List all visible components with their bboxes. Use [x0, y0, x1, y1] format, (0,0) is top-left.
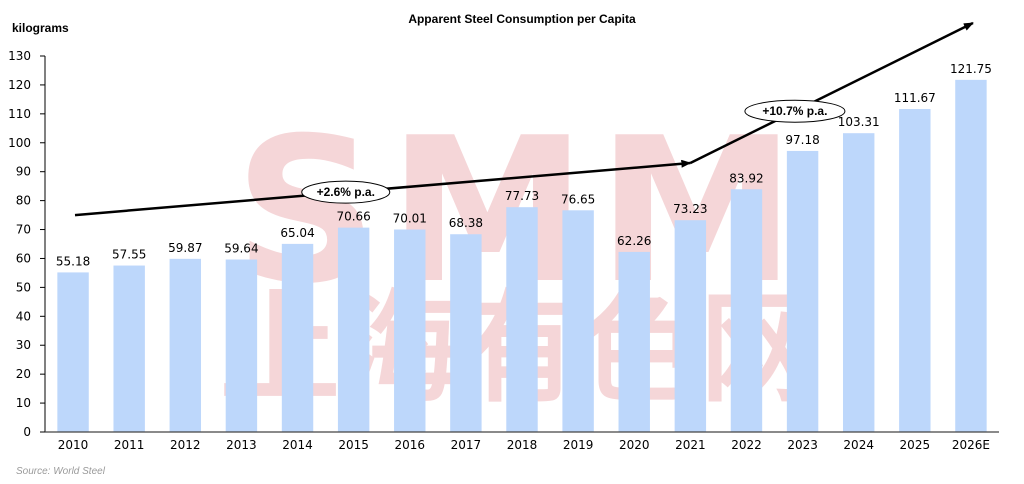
data-label-2015: 70.66	[336, 210, 370, 224]
data-labels: 55.18 57.55 59.87 59.64 65.04 70.66 70.01 68.38…	[56, 62, 992, 269]
data-label-2017: 68.38	[449, 216, 483, 230]
trend-badge-1	[301, 180, 391, 204]
data-label-2022: 83.92	[729, 171, 763, 185]
x-tick-2010: 2010	[58, 438, 89, 452]
bar-2025	[899, 109, 931, 433]
bar-2013	[225, 259, 258, 432]
data-label-2018: 77.73	[505, 189, 539, 203]
x-tick-2026E: 2026E	[952, 438, 990, 452]
trend-arrows: +2.6% p.a. +10.7% p.a.	[74, 21, 974, 217]
data-label-2013: 59.64	[224, 242, 258, 256]
y-tick-30: 30	[16, 338, 31, 352]
tick-labels: 2010 2011 2012 2013 2014 2015 2016 2017 2018 2019…	[8, 49, 990, 452]
x-tick-2022: 2022	[731, 438, 762, 452]
x-tick-2012: 2012	[170, 438, 201, 452]
axes	[40, 55, 999, 433]
x-tick-2025: 2025	[900, 438, 931, 452]
y-tick-40: 40	[16, 309, 31, 323]
bar-2023	[786, 150, 819, 432]
x-tick-2020: 2020	[619, 438, 650, 452]
bar-2021	[674, 220, 707, 432]
data-label-2025: 111.67	[894, 91, 936, 105]
data-label-2011: 57.55	[112, 248, 146, 262]
data-label-2010: 55.18	[56, 254, 90, 268]
x-tick-2021: 2021	[675, 438, 706, 452]
y-tick-70: 70	[16, 223, 31, 237]
y-tick-110: 110	[8, 107, 31, 121]
trend-badge-2	[744, 99, 846, 123]
trend-arrow-2	[689, 21, 974, 165]
bars	[57, 79, 987, 433]
data-label-2016: 70.01	[393, 212, 427, 226]
data-label-2014: 65.04	[280, 226, 314, 240]
data-label-2021: 73.23	[673, 202, 707, 216]
y-tick-0: 0	[23, 425, 31, 439]
bar-2010	[57, 272, 89, 432]
bar-2014	[281, 243, 314, 432]
bar-2026E	[955, 79, 987, 432]
x-tick-2011: 2011	[114, 438, 145, 452]
y-tick-10: 10	[16, 396, 31, 410]
x-tick-2015: 2015	[338, 438, 369, 452]
y-tick-90: 90	[16, 165, 31, 179]
bar-2012	[169, 258, 202, 432]
bar-2016	[394, 229, 426, 432]
y-tick-50: 50	[16, 280, 31, 294]
x-tick-2017: 2017	[451, 438, 482, 452]
bar-2017	[450, 234, 482, 432]
x-tick-2024: 2024	[843, 438, 874, 452]
x-tick-2023: 2023	[787, 438, 818, 452]
data-label-2012: 59.87	[168, 241, 202, 255]
data-label-2026E: 121.75	[950, 62, 992, 76]
trend-label-1: +2.6% p.a.	[317, 185, 375, 199]
source-note: Source: World Steel	[16, 466, 106, 477]
x-tick-2013: 2013	[226, 438, 257, 452]
x-tick-2016: 2016	[394, 438, 425, 452]
y-tick-60: 60	[16, 251, 31, 265]
x-tick-2014: 2014	[282, 438, 313, 452]
bar-2024	[842, 133, 875, 433]
x-tick-2019: 2019	[563, 438, 594, 452]
bar-2018	[506, 207, 538, 432]
x-tick-2018: 2018	[507, 438, 538, 452]
y-tick-100: 100	[8, 136, 31, 150]
trend-label-2: +10.7% p.a.	[762, 104, 827, 118]
y-tick-120: 120	[8, 78, 31, 92]
y-tick-20: 20	[16, 367, 31, 381]
bar-2020	[618, 251, 650, 432]
data-label-2019: 76.65	[561, 192, 595, 206]
chart-title: Apparent Steel Consumption per Capita	[408, 12, 636, 26]
data-label-2020: 62.26	[617, 234, 651, 248]
y-tick-130: 130	[8, 49, 31, 63]
y-axis-label: kilograms	[12, 21, 69, 35]
data-label-2023: 97.18	[785, 133, 819, 147]
y-tick-80: 80	[16, 194, 31, 208]
bar-2022	[730, 189, 763, 432]
bar-2011	[113, 265, 145, 432]
bar-2019	[562, 210, 594, 432]
data-label-2024: 103.31	[838, 115, 880, 129]
bar-2015	[337, 227, 370, 432]
